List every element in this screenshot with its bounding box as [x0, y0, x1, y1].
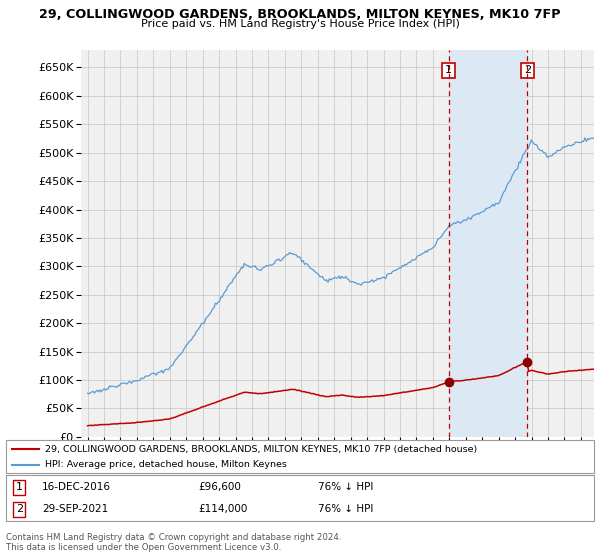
- Text: This data is licensed under the Open Government Licence v3.0.: This data is licensed under the Open Gov…: [6, 543, 281, 552]
- Text: 29-SEP-2021: 29-SEP-2021: [42, 505, 108, 514]
- Text: 2: 2: [524, 66, 531, 75]
- Text: 16-DEC-2016: 16-DEC-2016: [42, 482, 111, 492]
- Text: £114,000: £114,000: [198, 505, 247, 514]
- Text: 1: 1: [445, 66, 452, 75]
- Text: 2: 2: [16, 505, 23, 514]
- Text: 76% ↓ HPI: 76% ↓ HPI: [318, 505, 373, 514]
- Text: Price paid vs. HM Land Registry's House Price Index (HPI): Price paid vs. HM Land Registry's House …: [140, 19, 460, 29]
- Text: 76% ↓ HPI: 76% ↓ HPI: [318, 482, 373, 492]
- Text: 29, COLLINGWOOD GARDENS, BROOKLANDS, MILTON KEYNES, MK10 7FP: 29, COLLINGWOOD GARDENS, BROOKLANDS, MIL…: [39, 8, 561, 21]
- Text: £96,600: £96,600: [198, 482, 241, 492]
- Bar: [449, 50, 527, 437]
- Text: 29, COLLINGWOOD GARDENS, BROOKLANDS, MILTON KEYNES, MK10 7FP (detached house): 29, COLLINGWOOD GARDENS, BROOKLANDS, MIL…: [45, 445, 477, 454]
- Text: 1: 1: [16, 482, 23, 492]
- Text: Contains HM Land Registry data © Crown copyright and database right 2024.: Contains HM Land Registry data © Crown c…: [6, 533, 341, 542]
- Text: HPI: Average price, detached house, Milton Keynes: HPI: Average price, detached house, Milt…: [45, 460, 287, 469]
